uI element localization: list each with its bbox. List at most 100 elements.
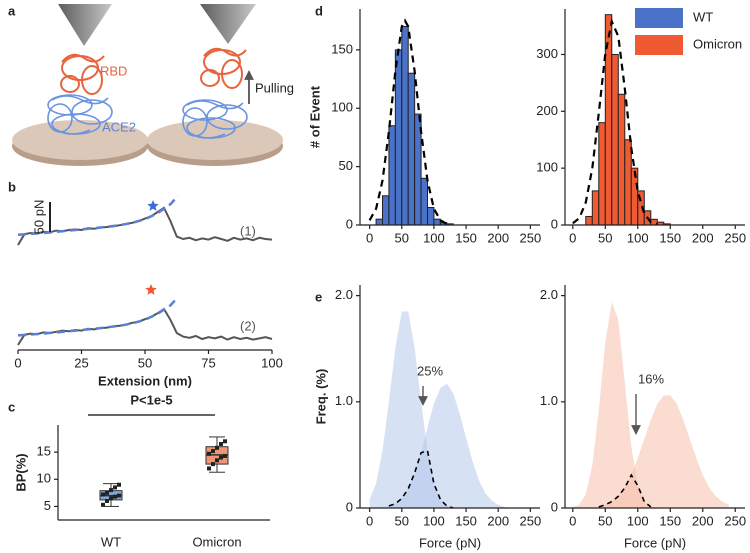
data-point bbox=[219, 455, 223, 460]
category-label: Omicron bbox=[192, 534, 241, 549]
y-axis-label: # of Event bbox=[307, 85, 322, 148]
distribution-area bbox=[572, 395, 729, 508]
data-point bbox=[223, 453, 227, 458]
panel-label: e bbox=[315, 289, 322, 304]
histogram-bar bbox=[401, 26, 409, 226]
x-tick-label: 75 bbox=[201, 355, 215, 370]
data-point bbox=[113, 494, 117, 499]
y-tick-label: 100 bbox=[536, 160, 558, 175]
x-tick-label: 150 bbox=[455, 230, 477, 245]
annotation: 25% bbox=[417, 363, 443, 378]
fit-curve bbox=[17, 194, 179, 237]
y-tick-label: 2.0 bbox=[540, 287, 558, 302]
legend-label: WT bbox=[693, 9, 713, 24]
y-tick-label: 0 bbox=[346, 216, 353, 231]
force-trace bbox=[17, 307, 273, 346]
y-tick-label: 1.0 bbox=[335, 393, 353, 408]
y-tick-label: 15 bbox=[37, 444, 51, 459]
x-tick-label: 250 bbox=[520, 513, 542, 528]
data-point bbox=[105, 490, 109, 495]
data-point bbox=[223, 439, 227, 444]
x-tick-label: 250 bbox=[724, 230, 746, 245]
x-tick-label: 0 bbox=[366, 513, 373, 528]
histogram-bar bbox=[598, 122, 606, 226]
ace2-label: ACE2 bbox=[102, 119, 136, 134]
x-tick-label: 200 bbox=[487, 513, 509, 528]
x-tick-label: 50 bbox=[598, 513, 612, 528]
overlap-curve bbox=[388, 449, 454, 509]
data-point bbox=[101, 502, 105, 507]
histogram-bar bbox=[427, 206, 435, 226]
distribution-area bbox=[572, 302, 729, 508]
x-tick-label: 150 bbox=[659, 513, 681, 528]
x-tick-label: 0 bbox=[14, 355, 21, 370]
x-axis-label: Force (pN) bbox=[624, 535, 686, 550]
data-point bbox=[207, 466, 211, 471]
data-point bbox=[113, 485, 117, 490]
distribution-area bbox=[369, 311, 524, 508]
data-point bbox=[109, 496, 113, 501]
data-point bbox=[105, 499, 109, 503]
y-tick-label: 200 bbox=[536, 103, 558, 118]
x-tick-label: 50 bbox=[395, 513, 409, 528]
rupture-star bbox=[145, 284, 157, 295]
histogram-bar bbox=[394, 49, 403, 226]
rbd-label: RBD bbox=[100, 63, 127, 78]
overlap-curve bbox=[598, 473, 652, 508]
histogram-bar bbox=[611, 53, 619, 226]
panel-label: a bbox=[8, 3, 16, 18]
histogram-bar bbox=[617, 93, 626, 226]
x-tick-label: 0 bbox=[366, 230, 373, 245]
x-tick-label: 25 bbox=[74, 355, 88, 370]
y-tick-label: 50 bbox=[339, 158, 353, 173]
panel-label: c bbox=[8, 399, 15, 414]
legend-label: Omicron bbox=[693, 36, 742, 51]
illustration bbox=[12, 4, 283, 166]
data-point bbox=[117, 493, 121, 498]
x-tick-label: 100 bbox=[423, 230, 445, 245]
y-tick-label: 300 bbox=[536, 46, 558, 61]
legend-swatch bbox=[635, 8, 683, 28]
data-point bbox=[219, 442, 223, 446]
trace-label: (2) bbox=[240, 318, 256, 333]
panel-label: d bbox=[315, 3, 323, 18]
x-axis-label: Extension (nm) bbox=[98, 373, 192, 388]
y-axis-label: BP(%) bbox=[13, 453, 28, 491]
fit-curve bbox=[572, 17, 658, 226]
data-point bbox=[207, 451, 211, 456]
histogram-bar bbox=[407, 72, 416, 226]
x-tick-label: 50 bbox=[138, 355, 152, 370]
y-tick-label: 100 bbox=[331, 100, 353, 115]
y-tick-label: 0 bbox=[346, 499, 353, 514]
x-tick-label: 250 bbox=[520, 230, 542, 245]
x-tick-label: 100 bbox=[627, 230, 649, 245]
panel-label: b bbox=[8, 179, 16, 194]
histogram-bar bbox=[591, 190, 600, 226]
histogram-bar bbox=[382, 195, 390, 226]
fit-curve bbox=[368, 18, 448, 225]
y-axis-label: Freq. (%) bbox=[313, 369, 328, 425]
y-tick-label: 5 bbox=[44, 498, 51, 513]
significance-label: P<1e-5 bbox=[130, 392, 172, 407]
y-tick-label: 0 bbox=[551, 499, 558, 514]
x-tick-label: 250 bbox=[724, 513, 746, 528]
histogram-bar bbox=[433, 218, 441, 226]
histogram-bar bbox=[388, 125, 396, 226]
data-point bbox=[215, 445, 219, 450]
x-tick-label: 200 bbox=[692, 513, 714, 528]
x-tick-label: 0 bbox=[569, 513, 576, 528]
histogram-bar bbox=[585, 215, 593, 226]
data-point bbox=[117, 482, 121, 487]
fit-curve bbox=[17, 296, 179, 337]
scale-bar-label: 50 pN bbox=[31, 200, 46, 235]
y-tick-label: 2.0 bbox=[335, 287, 353, 302]
x-tick-label: 200 bbox=[692, 230, 714, 245]
x-tick-label: 150 bbox=[659, 230, 681, 245]
force-trace bbox=[17, 206, 273, 246]
data-point bbox=[215, 458, 219, 463]
x-tick-label: 50 bbox=[598, 230, 612, 245]
y-tick-label: 1.0 bbox=[540, 393, 558, 408]
trace-label: (1) bbox=[240, 223, 256, 238]
